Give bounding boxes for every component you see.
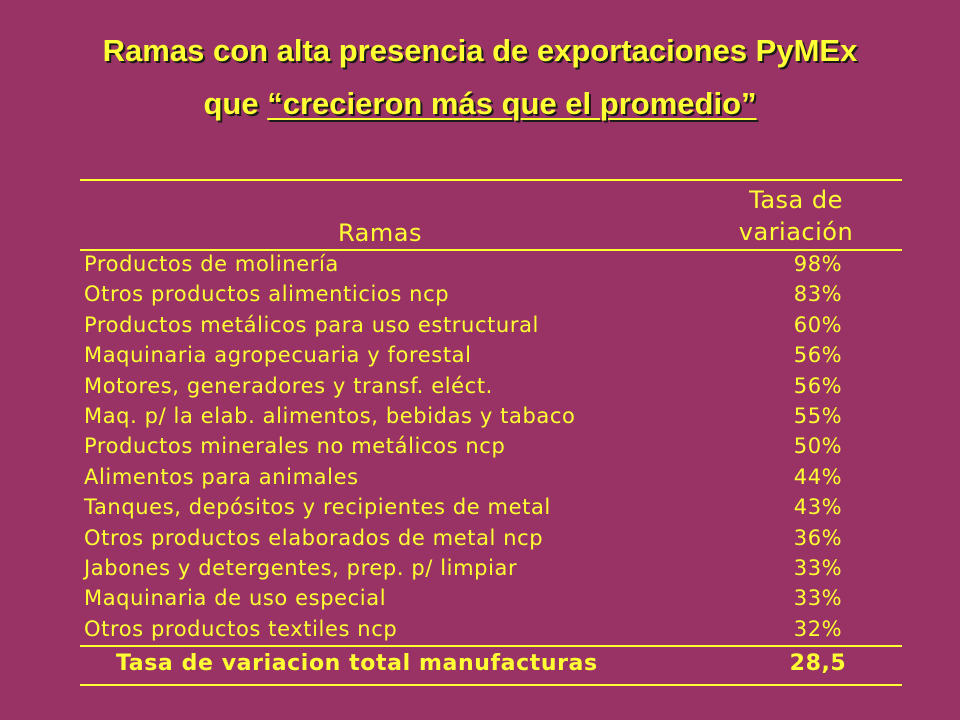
rama-name: Productos metálicos para uso estructural [84, 312, 539, 337]
rama-name: Maquinaria agropecuaria y forestal [84, 343, 472, 368]
rama-name: Otros productos alimenticios ncp [84, 282, 450, 307]
slide-title-line2-prefix: que [203, 86, 268, 121]
slide-title-line2: que “crecieron más que el promedio” [0, 86, 960, 122]
rama-name: Alimentos para animales [84, 464, 359, 489]
rama-name: Jabones y detergentes, prep. p/ limpiar [84, 556, 518, 580]
table-row: Otros productos elaborados de metal ncp 3… [84, 526, 902, 556]
rama-value: 60% [793, 312, 843, 337]
rama-name: Tanques, depósitos y recipientes de meta… [84, 495, 551, 520]
column-header-tasa-line2: variación [738, 218, 854, 246]
table-row: Alimentos para animales 44% [84, 465, 902, 495]
table-row: Productos minerales no metálicos ncp 50% [84, 434, 902, 464]
table-bottom-rule [80, 684, 902, 686]
table-row: Otros productos textiles ncp 32% [84, 617, 902, 647]
table-row: Otros productos alimenticios ncp 83% [84, 282, 902, 312]
rama-value: 44% [793, 464, 843, 489]
table-row: Maquinaria de uso especial 33% [84, 586, 902, 616]
table-row: Maquinaria agropecuaria y forestal 56% [84, 343, 902, 373]
slide-title-line2-underlined: “crecieron más que el promedio” [267, 86, 757, 121]
rama-name: Otros productos textiles ncp [84, 616, 398, 641]
rama-value: 33% [793, 586, 843, 611]
total-top-rule [80, 645, 902, 647]
table-row: Maq. p/ la elab. alimentos, bebidas y ta… [84, 404, 902, 434]
rama-value: 98% [793, 252, 843, 276]
total-value: 28,5 [789, 651, 847, 676]
rama-value: 50% [793, 434, 843, 459]
table-top-rule [80, 179, 902, 181]
table-row: Jabones y detergentes, prep. p/ limpiar 3… [84, 556, 902, 586]
rama-value: 56% [793, 373, 843, 398]
column-header-ramas: Ramas [338, 219, 422, 247]
rama-value: 43% [793, 495, 843, 520]
table-row: Productos metálicos para uso estructural… [84, 313, 902, 343]
total-label: Tasa de variacion total manufacturas [116, 651, 598, 676]
rama-name: Maquinaria de uso especial [84, 586, 387, 611]
rama-name: Motores, generadores y transf. eléct. [84, 373, 493, 398]
table-row: Productos de molinería 98% [84, 252, 902, 282]
rama-name: Otros productos elaborados de metal ncp [84, 525, 544, 550]
rama-name: Productos de molinería [84, 252, 339, 276]
rama-name: Productos minerales no metálicos ncp [84, 434, 506, 459]
table-row: Tanques, depósitos y recipientes de meta… [84, 495, 902, 525]
rama-value: 56% [793, 343, 843, 368]
rama-value: 33% [793, 556, 843, 580]
rama-value: 55% [793, 404, 843, 428]
rama-value: 36% [793, 525, 843, 550]
column-header-tasa-line1: Tasa de [749, 186, 843, 214]
slide-title-line1: Ramas con alta presencia de exportacione… [102, 33, 858, 68]
header-bottom-rule [80, 249, 902, 251]
rama-value: 32% [793, 616, 843, 641]
rama-name: Maq. p/ la elab. alimentos, bebidas y ta… [84, 404, 576, 428]
rama-value: 83% [793, 282, 843, 307]
table-row: Motores, generadores y transf. eléct. 56% [84, 374, 902, 404]
